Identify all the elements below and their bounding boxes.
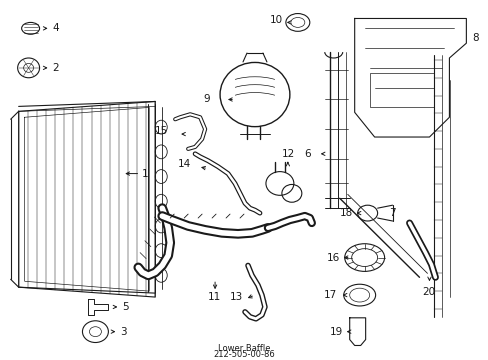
Text: 12: 12 bbox=[281, 149, 295, 159]
Text: 3: 3 bbox=[120, 327, 127, 337]
Text: 2: 2 bbox=[52, 63, 59, 73]
Text: 13: 13 bbox=[229, 292, 243, 302]
Text: 9: 9 bbox=[203, 94, 209, 104]
Text: 7: 7 bbox=[389, 208, 395, 218]
Text: 18: 18 bbox=[339, 208, 352, 218]
Text: 10: 10 bbox=[269, 15, 283, 26]
Text: 4: 4 bbox=[52, 23, 59, 33]
Text: 11: 11 bbox=[208, 292, 221, 302]
Text: 212-505-00-86: 212-505-00-86 bbox=[213, 350, 274, 359]
Text: 17: 17 bbox=[323, 290, 336, 300]
Text: 19: 19 bbox=[329, 327, 342, 337]
Text: 8: 8 bbox=[471, 33, 478, 43]
Text: 14: 14 bbox=[178, 159, 191, 169]
Text: Lower Baffle: Lower Baffle bbox=[217, 344, 270, 353]
Text: 1: 1 bbox=[142, 168, 149, 179]
Text: 5: 5 bbox=[122, 302, 129, 312]
Text: 20: 20 bbox=[422, 287, 435, 297]
Bar bbox=[369, 73, 433, 107]
Text: 15: 15 bbox=[155, 126, 168, 136]
Text: 6: 6 bbox=[303, 149, 310, 159]
Text: 16: 16 bbox=[326, 253, 339, 262]
